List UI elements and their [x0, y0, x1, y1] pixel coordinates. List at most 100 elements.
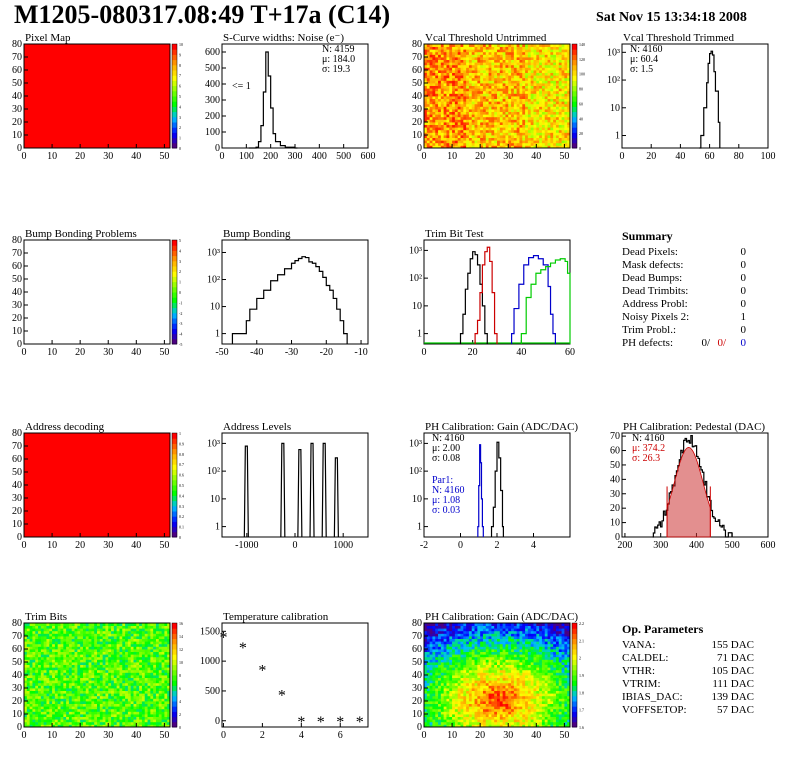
heatmap-cell — [494, 75, 498, 79]
heatmap-cell — [108, 719, 112, 723]
heatmap-cell — [119, 675, 123, 678]
heatmap-cell — [26, 701, 31, 704]
heatmap-cell — [429, 109, 433, 112]
heatmap-cell — [547, 49, 551, 53]
heatmap-cell — [85, 667, 89, 671]
heatmap-cell — [536, 44, 540, 47]
heatmap-cell — [24, 698, 28, 702]
heatmap-cell — [511, 75, 515, 79]
heatmap-cell — [491, 114, 495, 118]
heatmap-cell — [454, 85, 459, 89]
heatmap-cell — [446, 90, 450, 94]
heatmap-cell — [102, 685, 106, 689]
heatmap-cell — [144, 695, 148, 699]
heatmap-cell — [544, 44, 548, 47]
heatmap-cell — [97, 651, 101, 655]
heatmap-cell — [43, 646, 47, 650]
heatmap-cell — [449, 77, 453, 81]
heatmap-cell — [127, 698, 132, 702]
heatmap-cell — [52, 651, 56, 655]
heatmap-cell — [525, 142, 529, 146]
heatmap-cell — [513, 145, 518, 149]
heatmap-cell — [539, 59, 543, 63]
heatmap-cell — [43, 633, 47, 637]
heatmap-cell — [52, 682, 56, 686]
heatmap-cell — [477, 127, 481, 131]
heatmap-cell — [130, 664, 134, 668]
heatmap-cell — [91, 693, 95, 697]
heatmap-cell — [474, 98, 478, 102]
heatmap-cell — [567, 114, 571, 118]
heatmap-cell — [474, 116, 478, 120]
heatmap-cell — [161, 638, 165, 642]
x-tick-label: -2 — [420, 540, 428, 551]
heatmap-cell — [494, 111, 498, 115]
heatmap-cell — [130, 682, 134, 686]
heatmap-cell — [494, 98, 498, 102]
heatmap-cell — [116, 641, 120, 645]
heatmap-cell — [46, 672, 50, 676]
heatmap-cell — [32, 664, 36, 668]
heatmap-cell — [513, 719, 518, 723]
heatmap-cell — [60, 711, 64, 715]
heatmap-cell — [35, 688, 39, 691]
summary-value: 0 — [741, 337, 747, 349]
heatmap-cell — [24, 641, 28, 645]
heatmap-cell — [480, 62, 484, 66]
heatmap-cell — [474, 101, 478, 105]
heatmap-cell — [497, 77, 501, 81]
heatmap-cell — [457, 44, 461, 47]
heatmap-cell — [466, 80, 470, 84]
heatmap-cell — [502, 96, 506, 99]
heatmap-cell — [424, 93, 428, 97]
stats-line: Par1: — [432, 475, 453, 486]
heatmap-cell — [133, 719, 137, 723]
heatmap-cell — [446, 137, 450, 141]
heatmap-cell — [438, 119, 442, 123]
heatmap-cell — [522, 103, 526, 107]
heatmap-cell — [432, 75, 436, 79]
heatmap-cell — [494, 132, 498, 136]
heatmap-cell — [550, 721, 554, 725]
heatmap-cell — [94, 680, 98, 684]
heatmap-cell — [471, 44, 475, 47]
heatmap-cell — [150, 701, 154, 704]
heatmap-cell — [24, 716, 28, 720]
heatmap-cell — [144, 685, 148, 689]
heatmap-cell — [539, 67, 543, 71]
heatmap-cell — [474, 57, 478, 60]
heatmap-cell — [49, 690, 53, 694]
heatmap-cell — [502, 62, 506, 66]
heatmap-cell — [480, 70, 484, 73]
heatmap-cell — [491, 137, 495, 141]
heatmap-cell — [40, 677, 45, 681]
heatmap-cell — [497, 145, 501, 149]
heatmap-cell — [66, 677, 70, 681]
heatmap-cell — [466, 70, 470, 73]
heatmap-cell — [561, 103, 565, 107]
heatmap-cell — [480, 85, 484, 89]
heatmap-cell — [558, 72, 562, 76]
heatmap-cell — [485, 101, 489, 105]
heatmap-cell — [26, 677, 31, 681]
heatmap-cell — [125, 636, 129, 639]
heatmap-cell — [54, 690, 59, 694]
heatmap-cell — [440, 90, 445, 94]
heatmap-cell — [63, 667, 67, 671]
heatmap-cell — [516, 129, 520, 133]
heatmap-cell — [488, 62, 492, 66]
x-tick-label: 0 — [22, 730, 27, 741]
heatmap-cell — [52, 628, 56, 632]
heatmap-cell — [77, 662, 81, 665]
heatmap-cell — [424, 83, 428, 86]
heatmap-cell — [536, 132, 540, 136]
heatmap-cell — [139, 641, 143, 645]
temp-point: * — [239, 640, 247, 657]
heatmap-cell — [60, 630, 64, 634]
heatmap-cell — [122, 636, 126, 639]
heatmap-cell — [424, 114, 428, 118]
heatmap-cell — [153, 695, 157, 699]
heatmap-cell — [147, 656, 151, 660]
heatmap-cell — [158, 714, 162, 717]
heatmap-cell — [527, 719, 532, 723]
